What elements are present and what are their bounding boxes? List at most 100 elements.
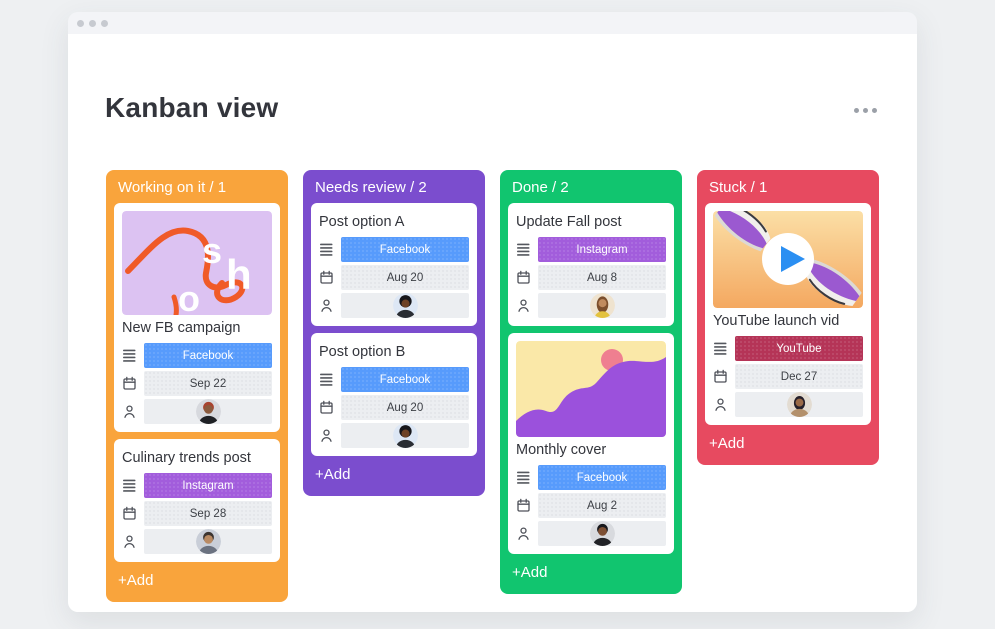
platform-badge[interactable]: Facebook — [144, 343, 272, 368]
calendar-icon — [122, 376, 144, 391]
person-field[interactable] — [144, 399, 272, 424]
person-row — [122, 399, 272, 424]
ellipsis-menu-icon[interactable] — [850, 104, 881, 117]
calendar-icon — [319, 270, 341, 285]
person-field[interactable] — [341, 423, 469, 448]
column-header: Working on it / 1 — [118, 179, 227, 196]
person-icon — [122, 534, 144, 549]
date-row: Sep 28 — [122, 501, 272, 526]
avatar — [589, 293, 615, 318]
status-lines-icon — [319, 372, 341, 387]
calendar-icon — [713, 369, 735, 384]
card-monthly-cover[interactable]: Monthly cover Facebook Aug 2 — [508, 333, 674, 554]
avatar — [392, 423, 418, 448]
card-image-doodle: s h o — [122, 211, 272, 315]
date-row: Aug 20 — [319, 395, 469, 420]
add-card-button[interactable]: +Add — [118, 572, 154, 589]
status-lines-icon — [713, 341, 735, 356]
person-icon — [319, 298, 341, 313]
card-post-option-a[interactable]: Post option A Facebook Aug 20 — [311, 203, 477, 326]
person-row — [713, 392, 863, 417]
person-row — [122, 529, 272, 554]
avatar — [195, 529, 221, 554]
status-lines-icon — [516, 470, 538, 485]
date-field[interactable]: Aug 8 — [538, 265, 666, 290]
platform-badge[interactable]: Facebook — [341, 367, 469, 392]
status-lines-icon — [516, 242, 538, 257]
card-post-option-b[interactable]: Post option B Facebook Aug 20 — [311, 333, 477, 456]
avatar — [392, 293, 418, 318]
avatar — [195, 399, 221, 424]
platform-badge[interactable]: YouTube — [735, 336, 863, 361]
person-field[interactable] — [341, 293, 469, 318]
date-field[interactable]: Aug 20 — [341, 265, 469, 290]
platform-row: Instagram — [516, 237, 666, 262]
platform-badge[interactable]: Facebook — [341, 237, 469, 262]
person-row — [516, 293, 666, 318]
person-field[interactable] — [538, 293, 666, 318]
card-title: New FB campaign — [122, 320, 241, 336]
date-row: Aug 8 — [516, 265, 666, 290]
card-title: YouTube launch vid — [713, 313, 840, 329]
column-stuck: Stuck / 1 — [697, 170, 879, 465]
column-needs-review: Needs review / 2 Post option A Facebook … — [303, 170, 485, 496]
status-lines-icon — [122, 478, 144, 493]
card-title: Culinary trends post — [122, 450, 251, 466]
page-title: Kanban view — [105, 92, 279, 123]
date-row: Aug 20 — [319, 265, 469, 290]
column-done: Done / 2 Update Fall post Instagram Aug … — [500, 170, 682, 594]
card-title: Monthly cover — [516, 442, 607, 458]
person-icon — [516, 298, 538, 313]
card-youtube-launch-vid[interactable]: YouTube launch vid YouTube Dec 27 — [705, 203, 871, 425]
platform-row: YouTube — [713, 336, 863, 361]
browser-window: Kanban view Working on it / 1 s h o N — [68, 12, 917, 612]
card-culinary-trends-post[interactable]: Culinary trends post Instagram Sep 28 — [114, 439, 280, 562]
platform-badge[interactable]: Instagram — [144, 473, 272, 498]
window-content: Kanban view Working on it / 1 s h o N — [68, 34, 917, 612]
person-row — [516, 521, 666, 546]
date-field[interactable]: Aug 2 — [538, 493, 666, 518]
svg-text:o: o — [178, 278, 200, 315]
calendar-icon — [516, 270, 538, 285]
avatar — [786, 392, 812, 417]
column-working-on-it: Working on it / 1 s h o New FB campaign — [106, 170, 288, 602]
calendar-icon — [319, 400, 341, 415]
add-card-button[interactable]: +Add — [315, 466, 351, 483]
window-titlebar — [68, 12, 917, 34]
person-field[interactable] — [538, 521, 666, 546]
date-row: Aug 2 — [516, 493, 666, 518]
person-icon — [319, 428, 341, 443]
person-field[interactable] — [144, 529, 272, 554]
add-card-button[interactable]: +Add — [512, 564, 548, 581]
date-field[interactable]: Sep 22 — [144, 371, 272, 396]
card-image-sneakers-video — [713, 211, 863, 308]
play-icon — [762, 233, 814, 285]
card-image-wave-cover — [516, 341, 666, 437]
person-row — [319, 293, 469, 318]
card-new-fb-campaign[interactable]: s h o New FB campaign Facebook — [114, 203, 280, 432]
date-row: Sep 22 — [122, 371, 272, 396]
platform-row: Facebook — [122, 343, 272, 368]
person-row — [319, 423, 469, 448]
date-row: Dec 27 — [713, 364, 863, 389]
date-field[interactable]: Sep 28 — [144, 501, 272, 526]
add-card-button[interactable]: +Add — [709, 435, 745, 452]
calendar-icon — [516, 498, 538, 513]
card-update-fall-post[interactable]: Update Fall post Instagram Aug 8 — [508, 203, 674, 326]
person-icon — [516, 526, 538, 541]
svg-text:h: h — [226, 251, 252, 298]
card-title: Post option A — [319, 214, 405, 230]
traffic-dots-icon[interactable] — [77, 19, 108, 27]
person-field[interactable] — [735, 392, 863, 417]
kanban-board: Working on it / 1 s h o New FB campaign — [106, 170, 879, 602]
column-header: Stuck / 1 — [709, 179, 768, 196]
platform-badge[interactable]: Facebook — [538, 465, 666, 490]
date-field[interactable]: Dec 27 — [735, 364, 863, 389]
card-title: Update Fall post — [516, 214, 622, 230]
platform-row: Facebook — [319, 237, 469, 262]
date-field[interactable]: Aug 20 — [341, 395, 469, 420]
platform-row: Instagram — [122, 473, 272, 498]
platform-badge[interactable]: Instagram — [538, 237, 666, 262]
status-lines-icon — [122, 348, 144, 363]
person-icon — [122, 404, 144, 419]
